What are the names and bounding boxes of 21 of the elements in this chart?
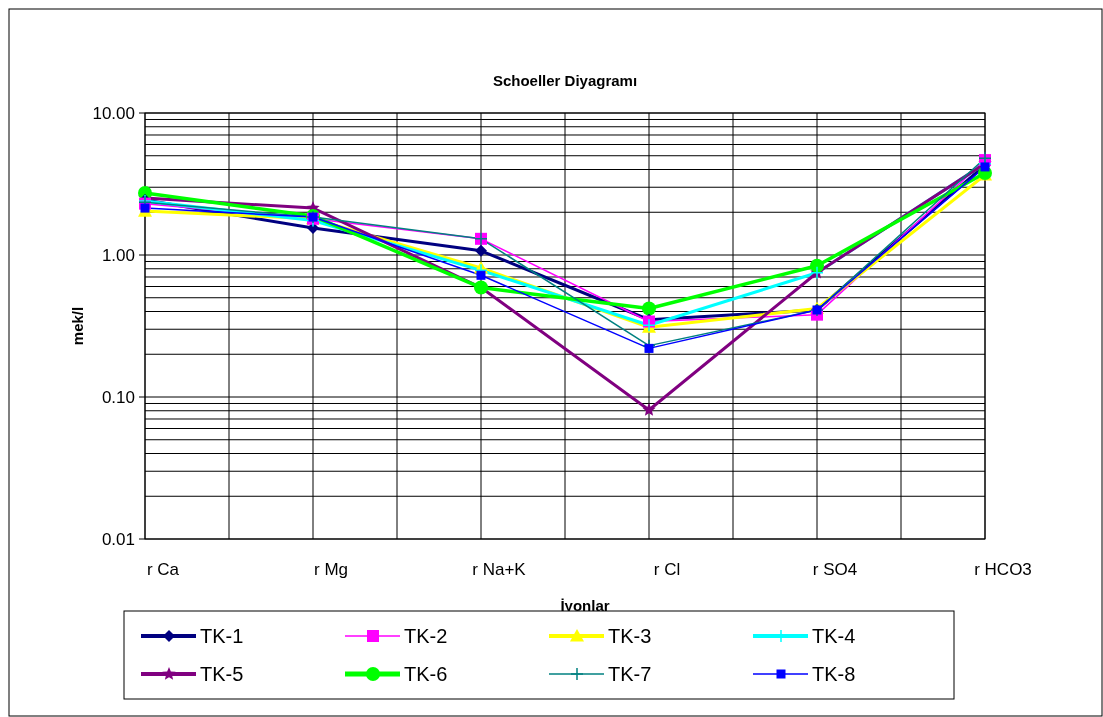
legend-label: TK-4: [812, 625, 856, 647]
legend-label: TK-6: [404, 663, 448, 685]
legend-label: TK-8: [812, 663, 856, 685]
y-tick-label: 10.00: [92, 103, 135, 123]
x-tick-label: r HCO3: [974, 560, 1032, 579]
legend-label: TK-1: [200, 625, 244, 647]
y-axis-title: mek/l: [69, 306, 86, 346]
y-tick-label: 1.00: [101, 245, 135, 265]
x-tick-label: r SO4: [812, 560, 858, 579]
y-tick-label: 0.10: [101, 387, 135, 407]
x-tick-label: r Cl: [653, 560, 681, 579]
legend-label: TK-3: [608, 625, 652, 647]
x-tick-label: r Ca: [146, 560, 180, 579]
legend-label: TK-2: [404, 625, 448, 647]
x-tick-label: r Na+K: [472, 560, 527, 579]
legend-label: TK-5: [200, 663, 244, 685]
x-tick-label: r Mg: [314, 560, 348, 579]
legend-label: TK-7: [608, 663, 652, 685]
chart-title: Schoeller Diyagramı: [492, 72, 638, 89]
y-tick-label: 0.01: [101, 529, 135, 549]
x-axis-title: İyonlar: [560, 597, 610, 614]
